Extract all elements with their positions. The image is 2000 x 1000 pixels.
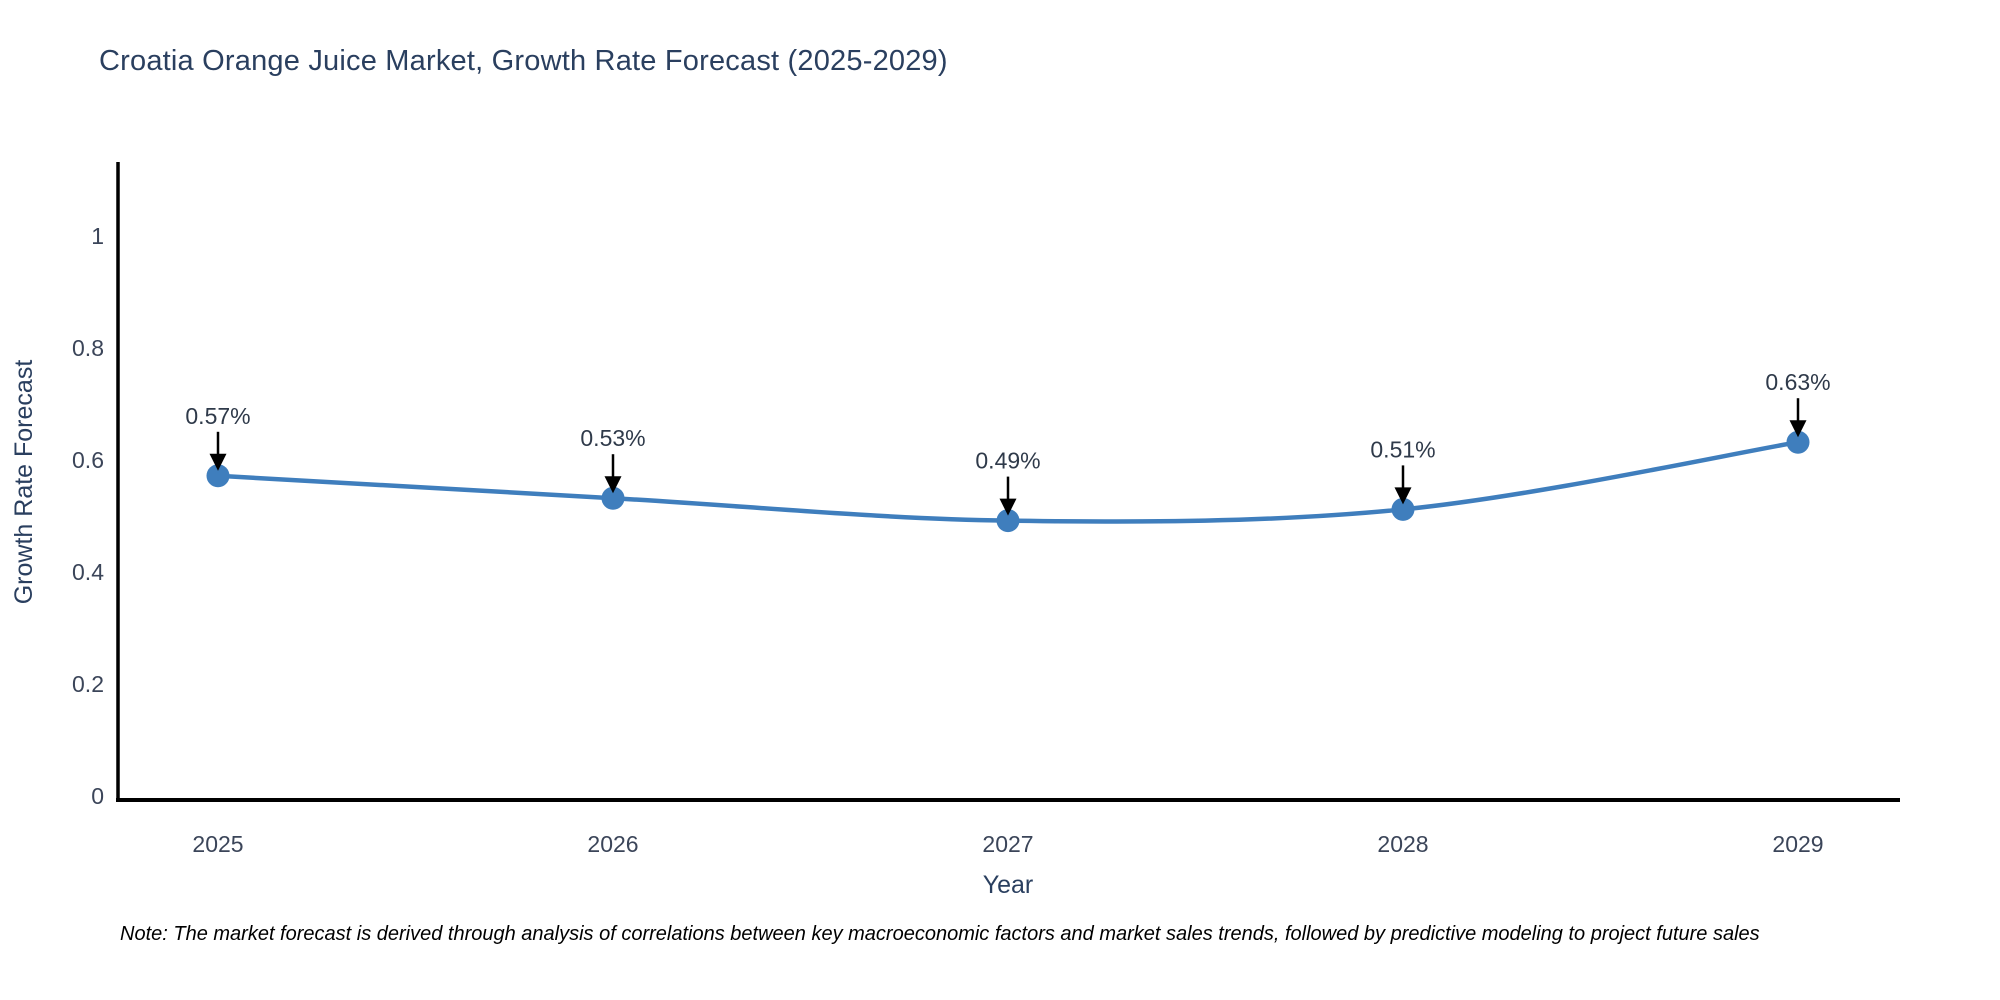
data-point-marker [601,486,625,510]
footnote: Note: The market forecast is derived thr… [120,923,1760,945]
annotation-arrowhead-icon [209,453,227,471]
data-point-marker [1391,497,1415,521]
x-axis-title: Year [983,871,1034,899]
annotation-label: 0.57% [185,403,250,429]
annotation-label: 0.53% [580,425,645,451]
annotation-arrowhead-icon [604,476,622,494]
data-point-marker [1786,430,1810,454]
x-tick-label: 2027 [982,831,1033,857]
y-tick-label: 0.2 [72,671,104,697]
data-point-marker [996,509,1020,533]
data-point-marker [206,464,230,488]
x-tick-label: 2025 [192,831,243,857]
y-axis-title: Growth Rate Forecast [10,360,38,605]
annotation-arrowhead-icon [1789,420,1807,438]
y-tick-label: 0.6 [72,447,104,473]
y-tick-label: 0 [91,783,104,809]
y-tick-label: 0.4 [72,559,104,585]
y-tick-label: 1 [91,223,104,249]
x-tick-label: 2028 [1377,831,1428,857]
annotation-label: 0.51% [1370,436,1435,462]
annotation-label: 0.63% [1765,369,1830,395]
x-tick-label: 2029 [1772,831,1823,857]
annotation-arrowhead-icon [1394,487,1412,505]
x-tick-label: 2026 [587,831,638,857]
chart-title: Croatia Orange Juice Market, Growth Rate… [99,45,948,77]
annotation-arrowhead-icon [999,498,1017,516]
annotation-label: 0.49% [975,448,1040,474]
y-tick-label: 0.8 [72,335,104,361]
